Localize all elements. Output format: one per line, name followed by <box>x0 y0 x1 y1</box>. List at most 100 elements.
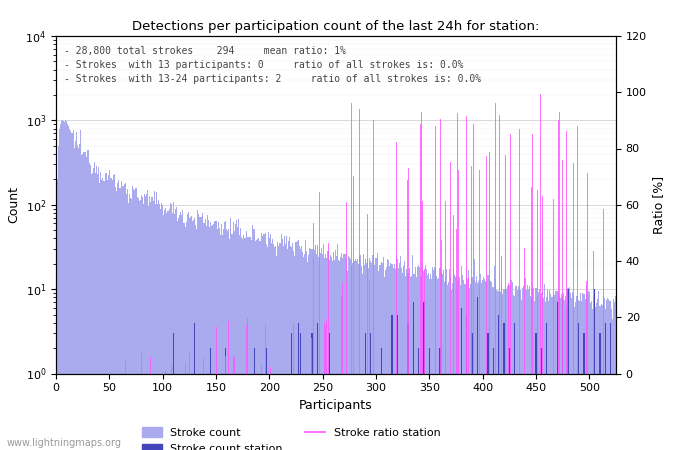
Bar <box>150 202 151 450</box>
Bar <box>474 259 475 450</box>
Bar <box>228 230 230 450</box>
Bar <box>256 240 257 450</box>
Bar <box>534 301 536 450</box>
Bar <box>594 298 595 450</box>
Bar <box>271 243 272 450</box>
Bar <box>536 296 538 450</box>
Bar <box>63 121 64 450</box>
Bar <box>202 213 203 450</box>
Bar <box>172 213 173 450</box>
Bar <box>381 348 382 450</box>
Bar <box>84 152 85 450</box>
Bar <box>603 298 605 450</box>
Bar <box>391 264 393 450</box>
Bar <box>402 273 403 450</box>
Bar <box>605 323 606 450</box>
Bar <box>88 163 90 450</box>
Bar <box>83 152 84 450</box>
Bar <box>210 348 211 450</box>
Bar <box>67 124 69 450</box>
Bar <box>524 279 525 450</box>
Bar <box>413 274 414 450</box>
Bar <box>491 287 493 450</box>
Bar <box>470 284 472 450</box>
Bar <box>336 256 337 450</box>
Bar <box>76 132 77 450</box>
Bar <box>576 297 577 450</box>
Bar <box>476 276 477 450</box>
Bar <box>138 198 139 450</box>
Bar <box>82 154 83 450</box>
Bar <box>131 199 132 450</box>
Bar <box>277 243 279 450</box>
Bar <box>556 291 558 450</box>
Bar <box>523 286 524 450</box>
Bar <box>530 374 531 450</box>
Bar <box>366 263 367 450</box>
Bar <box>126 194 127 450</box>
Bar <box>466 315 467 450</box>
Bar <box>284 236 285 450</box>
Bar <box>317 323 318 450</box>
Bar <box>321 248 322 450</box>
Bar <box>383 257 384 450</box>
Bar <box>420 275 421 450</box>
Bar <box>267 232 269 450</box>
Bar <box>606 300 607 450</box>
Bar <box>374 265 375 450</box>
Bar <box>79 144 80 450</box>
Bar <box>448 282 449 450</box>
Bar <box>322 254 323 450</box>
Text: - 28,800 total strokes    294     mean ratio: 1%
- Strokes  with 13 participants: - 28,800 total strokes 294 mean ratio: 1… <box>64 46 482 84</box>
Bar <box>609 301 610 450</box>
Bar <box>57 146 59 450</box>
Bar <box>207 215 208 450</box>
Bar <box>308 255 309 450</box>
Bar <box>572 292 573 450</box>
Bar <box>377 271 379 450</box>
Bar <box>419 267 420 450</box>
Bar <box>449 270 450 450</box>
Bar <box>570 297 572 450</box>
Bar <box>586 286 587 450</box>
Bar <box>517 290 519 450</box>
Bar <box>480 274 481 450</box>
Bar <box>610 323 611 450</box>
Bar <box>582 293 584 450</box>
Bar <box>75 141 76 450</box>
Bar <box>232 222 234 450</box>
Bar <box>86 157 88 450</box>
Bar <box>482 374 483 450</box>
Bar <box>538 292 539 450</box>
Bar <box>416 277 417 450</box>
Bar <box>132 186 133 450</box>
Bar <box>289 238 290 450</box>
Bar <box>328 260 330 450</box>
Bar <box>124 184 125 450</box>
Bar <box>144 194 145 450</box>
Bar <box>167 211 169 450</box>
Bar <box>386 374 387 450</box>
Bar <box>326 257 328 450</box>
Bar <box>334 260 335 450</box>
Bar <box>230 218 232 450</box>
Bar <box>274 247 275 450</box>
Bar <box>348 256 349 450</box>
Bar <box>478 280 479 450</box>
Y-axis label: Ratio [%]: Ratio [%] <box>652 176 666 234</box>
Bar <box>158 200 159 450</box>
Bar <box>181 215 183 450</box>
Bar <box>412 255 413 450</box>
Bar <box>532 287 533 450</box>
Bar <box>428 273 429 450</box>
Bar <box>130 198 131 450</box>
Bar <box>265 348 267 450</box>
Bar <box>281 239 283 450</box>
Bar <box>62 120 63 450</box>
Bar <box>337 244 338 450</box>
Bar <box>429 348 430 450</box>
Bar <box>225 348 226 450</box>
Bar <box>165 208 167 450</box>
Bar <box>483 277 484 450</box>
Bar <box>362 274 363 450</box>
